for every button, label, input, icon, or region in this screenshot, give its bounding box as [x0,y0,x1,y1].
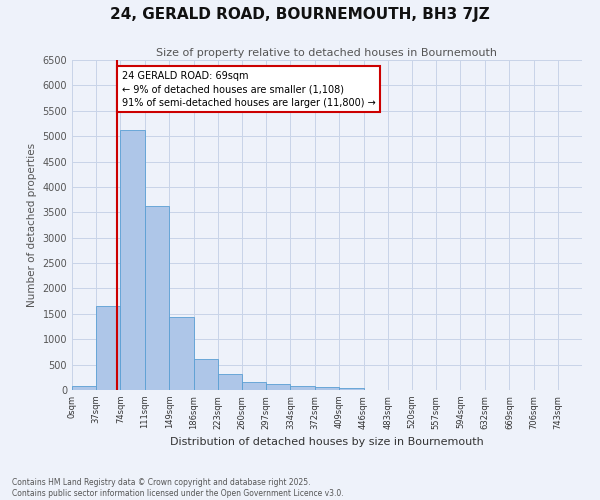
Bar [72,386,96,390]
Bar [266,384,290,390]
X-axis label: Distribution of detached houses by size in Bournemouth: Distribution of detached houses by size … [170,437,484,447]
Bar [218,374,242,390]
Bar [340,388,364,390]
Bar [194,358,218,390]
Bar [315,387,340,390]
Bar [242,382,266,390]
Bar [169,317,194,390]
Y-axis label: Number of detached properties: Number of detached properties [27,143,37,307]
Text: 24 GERALD ROAD: 69sqm
← 9% of detached houses are smaller (1,108)
91% of semi-de: 24 GERALD ROAD: 69sqm ← 9% of detached h… [122,71,376,108]
Bar [96,306,121,390]
Text: Contains HM Land Registry data © Crown copyright and database right 2025.
Contai: Contains HM Land Registry data © Crown c… [12,478,344,498]
Bar [145,206,169,390]
Bar [290,386,315,390]
Text: 24, GERALD ROAD, BOURNEMOUTH, BH3 7JZ: 24, GERALD ROAD, BOURNEMOUTH, BH3 7JZ [110,8,490,22]
Title: Size of property relative to detached houses in Bournemouth: Size of property relative to detached ho… [157,48,497,58]
Bar [121,130,145,390]
